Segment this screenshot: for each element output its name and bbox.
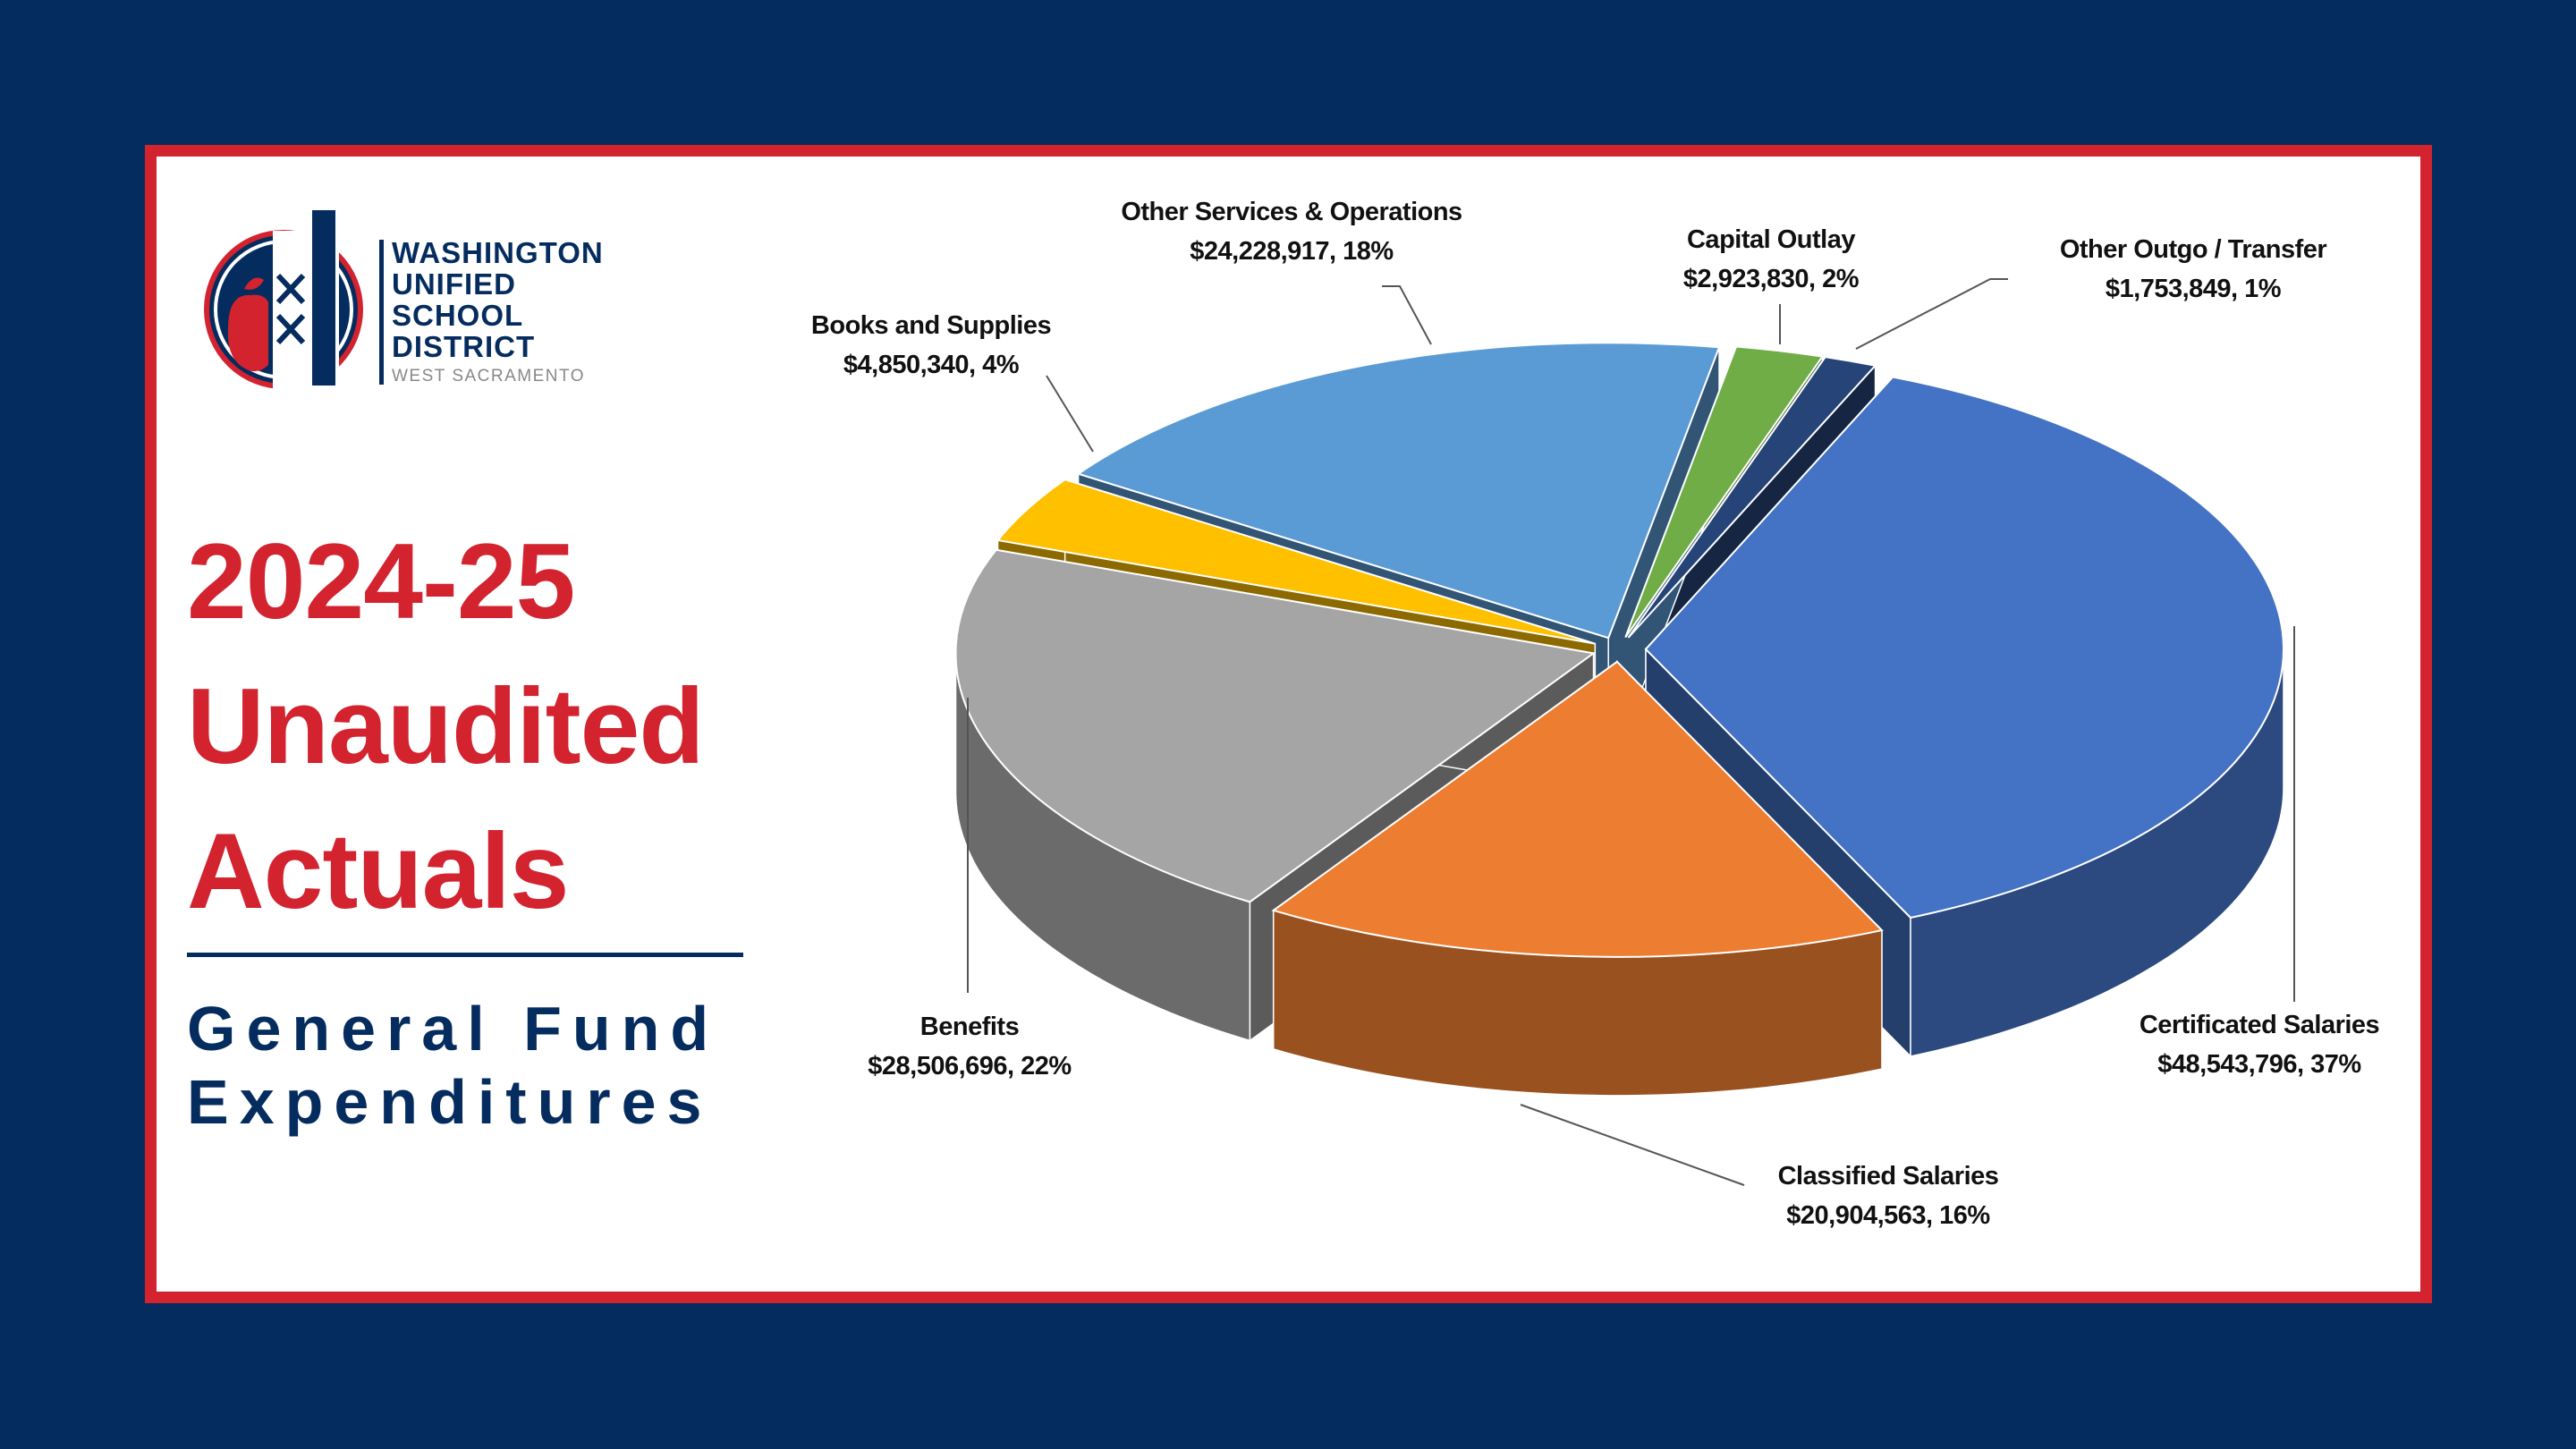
- slice-name: Other Services & Operations: [1121, 192, 1462, 232]
- data-label-other-outgo-transfer: Other Outgo / Transfer$1,753,849, 1%: [2060, 230, 2326, 309]
- data-label-capital-outlay: Capital Outlay$2,923,830, 2%: [1683, 220, 1859, 299]
- slice-value: $48,543,796, 37%: [2140, 1045, 2379, 1084]
- slice-name: Classified Salaries: [1778, 1157, 1999, 1196]
- slice-value: $4,850,340, 4%: [811, 345, 1051, 385]
- data-label-other-services-operations: Other Services & Operations$24,228,917, …: [1121, 192, 1462, 271]
- slice-value: $2,923,830, 2%: [1683, 259, 1859, 299]
- slice-name: Books and Supplies: [811, 306, 1051, 345]
- slice-name: Benefits: [868, 1007, 1071, 1046]
- data-label-books-and-supplies: Books and Supplies$4,850,340, 4%: [811, 306, 1051, 385]
- slice-name: Other Outgo / Transfer: [2060, 230, 2326, 269]
- data-label-benefits: Benefits$28,506,696, 22%: [868, 1007, 1071, 1086]
- slice-name: Capital Outlay: [1683, 220, 1859, 259]
- slice-value: $1,753,849, 1%: [2060, 269, 2326, 309]
- slice-value: $28,506,696, 22%: [868, 1046, 1071, 1086]
- leader-line-other-outgo-transfer: [1856, 279, 2008, 349]
- slice-value: $24,228,917, 18%: [1121, 232, 1462, 271]
- leader-line-books-and-supplies: [1046, 376, 1093, 452]
- data-label-classified-salaries: Classified Salaries$20,904,563, 16%: [1778, 1157, 1999, 1235]
- data-label-certificated-salaries: Certificated Salaries$48,543,796, 37%: [2140, 1005, 2379, 1084]
- leader-line-classified-salaries: [1521, 1105, 1744, 1185]
- leader-line-other-services-operations: [1382, 286, 1431, 344]
- slice-value: $20,904,563, 16%: [1778, 1196, 1999, 1235]
- slice-name: Certificated Salaries: [2140, 1005, 2379, 1045]
